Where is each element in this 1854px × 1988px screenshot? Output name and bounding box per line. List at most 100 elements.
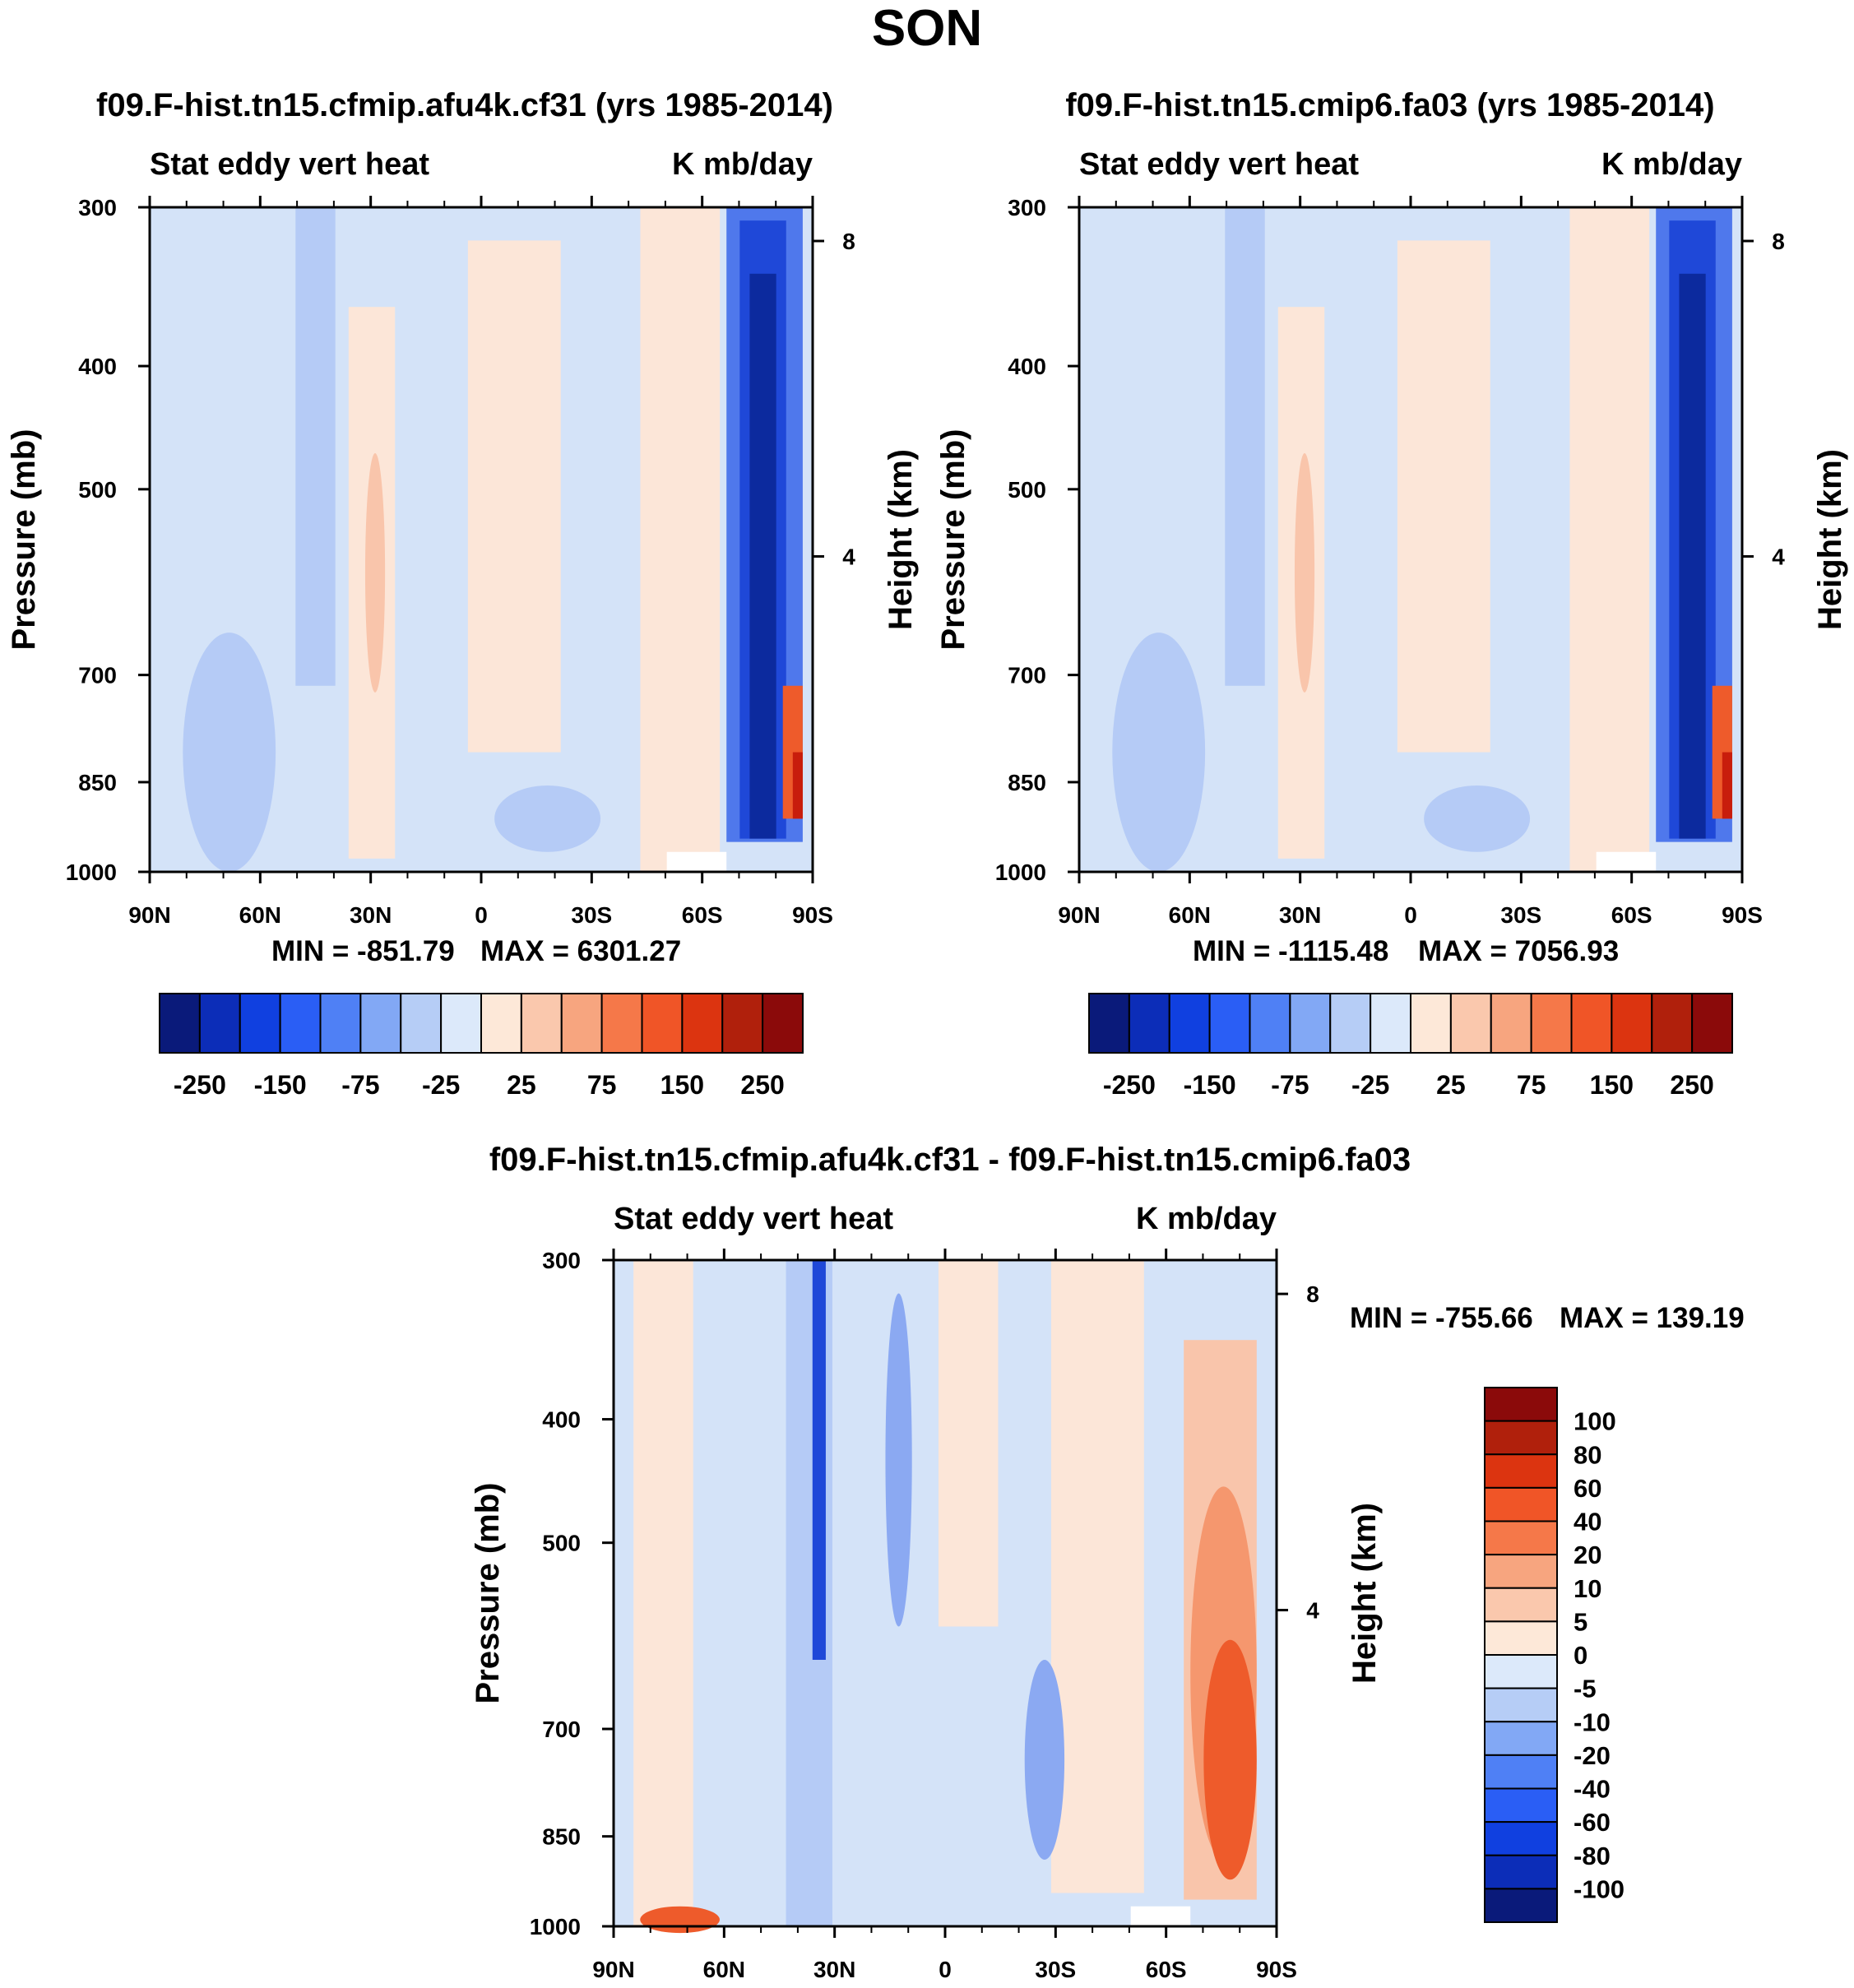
colorbar-box-top-left [681,993,724,1054]
y-tick-label-top-right: 1000 [995,860,1046,885]
y-axis-label-bottom: Pressure (mb) [470,1483,506,1704]
field-band-negative [1225,207,1265,686]
y-right-tick-label-top-right: 8 [1772,229,1785,254]
colorbar-label-bottom: -20 [1574,1741,1611,1770]
y-tick-label-top-right: 400 [1008,354,1046,379]
colorbar-label-bottom: 80 [1574,1440,1601,1469]
field-blob-negative [1024,1660,1065,1860]
field-band-negative [295,207,336,686]
x-tick-label-bottom: 60N [703,1957,745,1982]
colorbar-box-top-left [319,993,362,1054]
y-tick-label-top-right: 700 [1008,663,1046,688]
field-topography-mask [666,851,727,872]
colorbar-label-top-right: 250 [1670,1070,1713,1100]
colorbar-box-top-right [1570,993,1613,1054]
colorbar-box-bottom [1484,1620,1558,1656]
x-tick-label-top-left: 90N [128,902,170,928]
colorbar-box-top-left [159,993,201,1054]
x-tick-label-top-right: 90S [1722,902,1763,928]
colorbar-box-top-left [520,993,563,1054]
contour-field-bottom [614,1260,1277,1934]
field-blob-negative [1424,785,1531,852]
contour-field-top-left [150,207,813,872]
colorbar-label-top-left: 25 [507,1070,536,1100]
field-band-positive [1569,207,1650,872]
right-string-bottom: K mb/day [1135,1202,1277,1236]
panel-title-top-right: f09.F-hist.tn15.cmip6.fa03 (yrs 1985-201… [1065,87,1715,123]
colorbar-label-top-left: 250 [740,1070,784,1100]
colorbar-label-top-left: -250 [174,1070,226,1100]
colorbar-box-top-left [239,993,281,1054]
x-tick-label-bottom: 30S [1035,1957,1076,1982]
x-tick-label-top-left: 60N [239,902,281,928]
x-tick-label-top-left: 0 [475,902,488,928]
x-tick-label-top-left: 30S [571,902,612,928]
colorbar-label-bottom: 5 [1574,1607,1587,1636]
colorbar-box-bottom [1484,1520,1558,1556]
y-tick-label-top-right: 300 [1008,195,1046,220]
field-blob-negative [1112,633,1206,872]
field-band-positive [633,1260,693,1926]
x-tick-label-top-left: 90S [792,902,833,928]
field-band-positive [938,1260,999,1627]
colorbar-box-top-right [1651,993,1694,1054]
field-blob-positive [640,1906,720,1934]
colorbar-box-top-right [1128,993,1170,1054]
field-band-positive [1397,240,1490,753]
colorbar-label-bottom: 60 [1574,1474,1601,1503]
min-label-bottom: MIN = -755.66 [1350,1302,1533,1334]
y-right-tick-label-top-left: 8 [842,229,855,254]
colorbar-label-top-left: 150 [660,1070,704,1100]
min-label-top-right: MIN = -1115.48 [1193,935,1389,967]
colorbar-box-top-left [641,993,684,1054]
field-blob-negative [183,633,276,872]
colorbar-label-top-right: -150 [1184,1070,1236,1100]
colorbar-label-top-right: 150 [1590,1070,1634,1100]
colorbar-box-top-left [480,993,522,1054]
field-band-positive [467,240,561,753]
field-column-positive [1722,752,1732,819]
x-tick-label-top-left: 60S [682,902,723,928]
colorbar-label-bottom: -80 [1574,1842,1611,1870]
field-band-negative [812,1260,826,1660]
x-tick-label-bottom: 0 [939,1957,952,1982]
field-blob-negative [494,785,601,852]
colorbar-label-top-right: 25 [1436,1070,1466,1100]
colorbar-box-top-right [1208,993,1251,1054]
colorbar-box-bottom [1484,1654,1558,1689]
colorbar-box-top-right [1410,993,1452,1054]
colorbar-box-top-right [1490,993,1532,1054]
colorbar-box-top-right [1168,993,1211,1054]
colorbar-box-top-left [762,993,804,1054]
colorbar-label-top-left: 75 [587,1070,617,1100]
x-tick-label-top-left: 30N [350,902,392,928]
colorbar-box-bottom [1484,1587,1558,1623]
colorbar-box-bottom [1484,1420,1558,1456]
colorbar-label-bottom: 20 [1574,1541,1601,1569]
colorbar-box-bottom [1484,1821,1558,1856]
colorbar-box-top-right [1530,993,1573,1054]
y-tick-label-bottom: 1000 [530,1914,581,1939]
left-string-top-left: Stat eddy vert heat [150,147,429,182]
x-tick-label-top-right: 30S [1500,902,1541,928]
x-tick-label-top-right: 30N [1279,902,1321,928]
left-string-top-right: Stat eddy vert heat [1079,147,1359,182]
y-tick-label-top-left: 700 [78,663,117,688]
x-tick-label-bottom: 30N [813,1957,855,1982]
colorbar-box-bottom [1484,1888,1558,1923]
y-right-tick-label-top-right: 4 [1772,544,1785,570]
y-tick-label-bottom: 850 [542,1824,581,1850]
right-string-top-right: K mb/day [1601,147,1742,182]
colorbar-box-bottom [1484,1453,1558,1489]
colorbar-label-bottom: -100 [1574,1874,1625,1903]
field-band-positive [1050,1260,1144,1893]
colorbar-box-top-right [1289,993,1332,1054]
colorbar-box-top-left [400,993,443,1054]
x-tick-label-top-right: 90N [1058,902,1100,928]
y-tick-label-bottom: 700 [542,1717,581,1742]
colorbar-box-bottom [1484,1854,1558,1890]
y-tick-label-bottom: 500 [542,1531,581,1556]
colorbar-label-top-right: -25 [1351,1070,1389,1100]
colorbar-label-top-right: -75 [1271,1070,1309,1100]
